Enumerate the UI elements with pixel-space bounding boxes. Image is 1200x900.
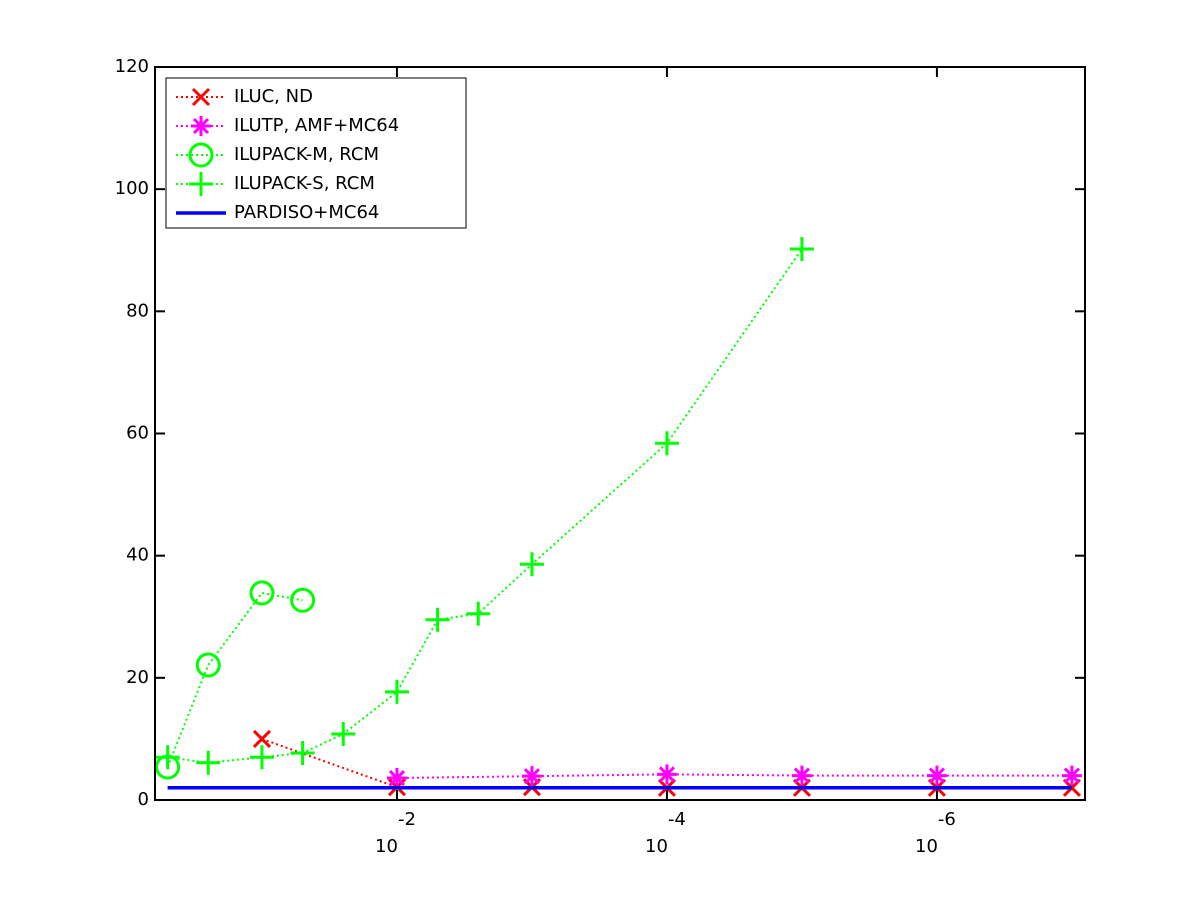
marker (290, 740, 315, 765)
marker (926, 765, 947, 786)
legend-marker (191, 87, 211, 107)
marker (466, 601, 491, 626)
marker (521, 766, 542, 787)
marker-circle (188, 142, 214, 168)
marker-asterisk (791, 765, 812, 786)
x-tick-label: 10 (915, 836, 938, 857)
y-tick-label: 60 (126, 423, 149, 444)
marker (791, 765, 812, 786)
marker-circle (290, 587, 316, 613)
marker-plus (155, 745, 180, 770)
series-line (167, 248, 803, 764)
x-tick-exponent: -4 (668, 809, 686, 830)
marker-asterisk (386, 768, 407, 789)
legend-marker (189, 172, 213, 196)
marker (789, 237, 814, 262)
marker-asterisk (191, 116, 211, 136)
marker (252, 729, 272, 748)
x-tick-exponent: -6 (938, 809, 956, 830)
marker-circle (195, 652, 221, 678)
y-tick-label: 20 (126, 667, 149, 688)
marker-plus (789, 237, 814, 262)
marker-plus (196, 750, 221, 775)
marker (290, 587, 316, 613)
x-tick-exponent: -2 (398, 809, 416, 830)
marker (386, 768, 407, 789)
x-tick-label: 10 (375, 836, 398, 857)
marker-asterisk (1061, 765, 1082, 786)
marker (195, 652, 221, 678)
marker (155, 745, 180, 770)
y-tick-label: 0 (138, 789, 149, 810)
y-tick-label: 100 (115, 178, 149, 199)
marker (196, 750, 221, 775)
y-tick-label: 120 (115, 56, 149, 77)
marker-plus (189, 172, 213, 196)
marker-plus (519, 552, 544, 577)
marker-plus (654, 431, 679, 456)
marker-circle (249, 580, 275, 606)
x-tick-label: 10 (645, 836, 668, 857)
marker-asterisk (656, 764, 677, 785)
axes-frame (154, 66, 1086, 801)
marker-plus (384, 679, 409, 704)
marker (656, 764, 677, 785)
legend-label: ILUC, ND (234, 86, 313, 107)
marker (331, 722, 356, 747)
legend-frame (165, 77, 467, 229)
legend-label: ILUPACK-M, RCM (234, 144, 379, 165)
y-tick-label: 80 (126, 300, 149, 321)
series-line (166, 591, 303, 768)
marker (249, 745, 274, 770)
legend-label: ILUTP, AMF+MC64 (234, 115, 399, 136)
marker-asterisk (926, 765, 947, 786)
marker-x (252, 729, 272, 748)
marker (249, 580, 275, 606)
marker (1061, 765, 1082, 786)
y-tick-label: 40 (126, 545, 149, 566)
marker-plus (249, 745, 274, 770)
legend-label: ILUPACK-S, RCM (234, 173, 375, 194)
marker-plus (331, 722, 356, 747)
marker (425, 607, 450, 632)
marker-plus (425, 607, 450, 632)
marker-plus (290, 740, 315, 765)
legend-marker (191, 116, 211, 136)
marker-x (191, 87, 211, 107)
marker-asterisk (521, 766, 542, 787)
marker-plus (466, 601, 491, 626)
legend-marker (188, 142, 214, 168)
marker (384, 679, 409, 704)
legend-label: PARDISO+MC64 (234, 202, 379, 223)
marker (519, 552, 544, 577)
marker (654, 431, 679, 456)
